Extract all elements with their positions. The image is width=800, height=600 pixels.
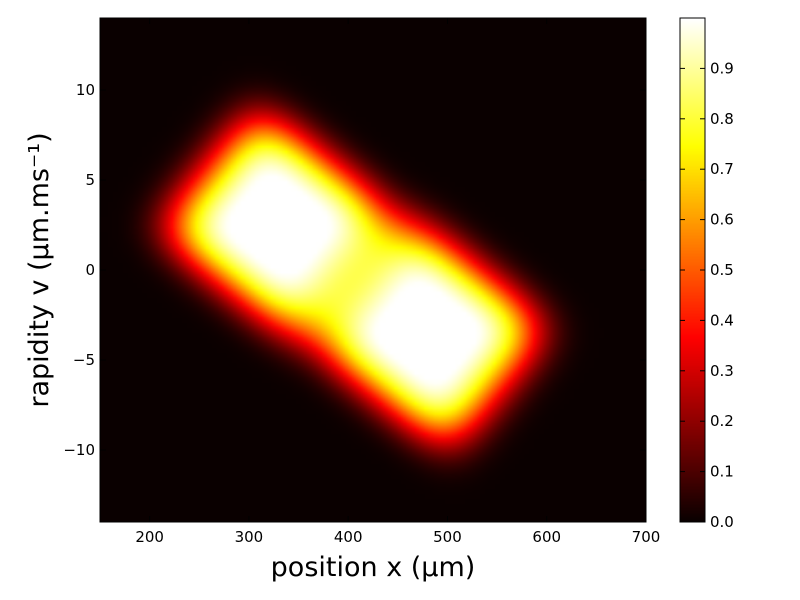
- colorbar-tick-label: 0.1: [710, 463, 734, 481]
- colorbar-tick-label: 0.0: [710, 513, 734, 531]
- heatmap-image: [100, 18, 646, 522]
- y-axis-ticks: −10 −5 0 5 10: [63, 81, 646, 459]
- x-tick-label: 600: [532, 528, 561, 546]
- y-tick-label: −5: [73, 351, 95, 369]
- x-axis-label: position x (μm): [271, 552, 476, 583]
- colorbar-tick-label: 0.9: [710, 59, 734, 77]
- x-tick-label: 400: [334, 528, 363, 546]
- colorbar: 0.0 0.1 0.2 0.3 0.4 0.5 0.6 0.7 0.8 0.9: [679, 17, 734, 531]
- colorbar-ticks: 0.0 0.1 0.2 0.3 0.4 0.5 0.6 0.7 0.8 0.9: [680, 59, 734, 531]
- colorbar-tick-label: 0.6: [710, 211, 734, 229]
- colorbar-tick-label: 0.4: [710, 311, 734, 329]
- x-tick-label: 200: [135, 528, 164, 546]
- y-tick-label: 5: [85, 171, 95, 189]
- plot-area: 200 300 400 500 600 700 −10 −5 0 5 10: [63, 17, 660, 546]
- colorbar-tick-label: 0.5: [710, 261, 734, 279]
- colorbar-tick-label: 0.3: [710, 362, 734, 380]
- y-tick-label: 10: [76, 81, 95, 99]
- colorbar-tick-label: 0.2: [710, 412, 734, 430]
- y-tick-label: −10: [63, 441, 95, 459]
- y-axis-label: rapidity v (μm.ms⁻¹): [24, 132, 55, 407]
- x-axis-ticks: 200 300 400 500 600 700: [135, 18, 660, 546]
- x-tick-label: 500: [433, 528, 462, 546]
- colorbar-tick-label: 0.8: [710, 110, 734, 128]
- colorbar-tick-label: 0.7: [710, 160, 734, 178]
- y-tick-label: 0: [85, 261, 95, 279]
- x-tick-label: 700: [632, 528, 661, 546]
- x-tick-label: 300: [235, 528, 264, 546]
